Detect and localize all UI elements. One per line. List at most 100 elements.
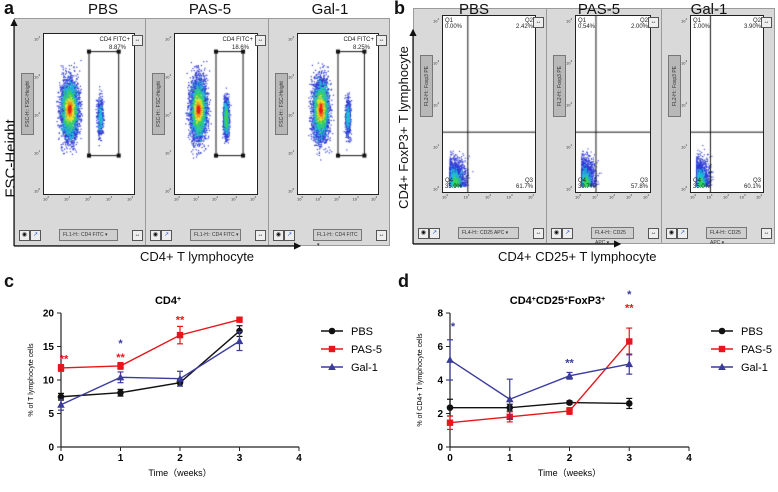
- y-channel-label[interactable]: FL2-H:: Foxp3 PE: [668, 55, 681, 117]
- y-channel-label-text: FSC-H:: FSC-Height: [278, 81, 285, 127]
- y-tick-label: 8: [437, 309, 443, 320]
- y-tick-base: 10: [566, 60, 571, 66]
- y-tick-exponent: 2: [292, 111, 295, 115]
- y-tick-base: 10: [165, 188, 170, 194]
- axis-settings-button[interactable]: ↔: [132, 230, 143, 241]
- y-channel-label-text: FSC-H:: FSC-Height: [24, 81, 31, 127]
- gate-tool-button[interactable]: ◉: [273, 230, 284, 241]
- y-channel-label[interactable]: FSC-H:: FSC-Height: [275, 73, 288, 135]
- x-tick-exponent: 3: [356, 195, 359, 199]
- zoom-tool-button[interactable]: ↗: [677, 228, 688, 239]
- y-tick-label: 6: [437, 342, 443, 353]
- y-tick-label: 0: [48, 443, 54, 454]
- x-tick-label: 0: [58, 453, 64, 464]
- y-tick-exponent: 3: [570, 59, 573, 63]
- x-tick-base: 10: [106, 196, 111, 202]
- axis-settings-button[interactable]: ↔: [255, 35, 266, 46]
- gate-tool-button[interactable]: ◉: [19, 230, 30, 241]
- panel-b-title-pas5: PAS-5: [577, 1, 621, 18]
- axis-settings-button[interactable]: ↔: [648, 228, 659, 239]
- y-tick-label: 104: [34, 35, 40, 41]
- legend-marker: [718, 327, 726, 335]
- legend-label-pbs: PBS: [741, 326, 763, 338]
- panel-a-title-pbs: PBS: [87, 1, 118, 18]
- zoom-tool-button[interactable]: ↗: [30, 230, 41, 241]
- axis-settings-button[interactable]: ↔: [533, 17, 544, 28]
- y-tick-label: 100: [566, 185, 572, 191]
- y-channel-label[interactable]: FL2-H:: Foxp3 PE: [420, 55, 433, 117]
- axis-settings-button[interactable]: ↔: [648, 17, 659, 28]
- gate-tool-button[interactable]: ◉: [666, 228, 677, 239]
- legend-marker: [328, 363, 336, 370]
- y-channel-label[interactable]: FSC-H:: FSC-Height: [152, 73, 165, 135]
- x-tick-label: 104: [756, 193, 762, 199]
- x-tick-label: 100: [297, 195, 303, 201]
- quadrant-q1-name: Q1: [578, 18, 587, 24]
- x-tick-label: 4: [686, 453, 692, 464]
- axis-settings-button[interactable]: ↔: [132, 35, 143, 46]
- axis-settings-button[interactable]: ↔: [255, 230, 266, 241]
- y-tick-label: 102: [34, 111, 40, 117]
- x-tick-label: 104: [250, 195, 256, 201]
- y-tick-exponent: 1: [169, 149, 172, 153]
- x-tick-label: 100: [575, 193, 581, 199]
- quadrant-q1-name: Q1: [693, 18, 702, 24]
- y-tick-base: 10: [165, 36, 170, 42]
- chart-title: CD4+CD25+FoxP3+: [510, 295, 605, 307]
- gate-tool-button[interactable]: ◉: [418, 228, 429, 239]
- x-channel-label[interactable]: FL4-H:: CD25 APC ▾: [458, 227, 519, 239]
- y-channel-label[interactable]: FL2-H:: Foxp3 PE: [553, 55, 566, 117]
- axis-settings-button[interactable]: ↔: [376, 230, 387, 241]
- x-tick-label: 100: [43, 195, 49, 201]
- x-channel-label[interactable]: FL1-H:: CD4 FITC ▾: [313, 229, 362, 248]
- x-tick-base: 10: [174, 196, 179, 202]
- quadrant-q1-label: Q1 0.54%: [578, 18, 595, 30]
- axis-settings-button[interactable]: ↔: [376, 35, 387, 46]
- dot-plot-area: CD4 FITC+ 8.87%: [43, 33, 135, 195]
- y-tick-base: 10: [433, 60, 438, 66]
- gate-percent: 18.6%: [231, 45, 249, 51]
- x-tick-label: 101: [707, 193, 713, 199]
- y-channel-label[interactable]: FSC-H:: FSC-Height: [21, 73, 34, 135]
- y-tick-label: 101: [165, 149, 171, 155]
- significance-marker: **: [176, 315, 185, 327]
- x-tick-label: 102: [334, 195, 340, 201]
- zoom-tool-button[interactable]: ↗: [161, 230, 172, 241]
- legend-label-gal-1: Gal-1: [741, 362, 768, 374]
- axis-settings-button[interactable]: ↔: [761, 17, 772, 28]
- x-channel-label[interactable]: FL1-H:: CD4 FITC ▾: [190, 229, 241, 241]
- x-tick-label: 102: [485, 193, 491, 199]
- x-tick-base: 10: [723, 194, 728, 200]
- y-tick-label: 100: [165, 187, 171, 193]
- y-tick-exponent: 0: [685, 185, 688, 189]
- quadrant-q3-label: Q3 61.7%: [516, 178, 533, 190]
- axis-settings-button[interactable]: ↔: [533, 228, 544, 239]
- y-tick-label: 102: [566, 101, 572, 107]
- quadrant-q2-name: Q2: [639, 18, 648, 24]
- y-tick-exponent: 1: [38, 149, 41, 153]
- x-tick-base: 10: [706, 194, 711, 200]
- x-tick-exponent: 4: [760, 193, 763, 197]
- zoom-tool-button[interactable]: ↗: [429, 228, 440, 239]
- significance-marker: **: [60, 354, 69, 366]
- zoom-tool-button[interactable]: ↗: [284, 230, 295, 241]
- chart-title-foxp3: FoxP3: [568, 295, 601, 307]
- flow-plot-pbs-cd4: FSC-H:: FSC-Height CD4 FITC+ 8.87% 100 101 10…: [14, 18, 146, 246]
- y-tick-exponent: 4: [169, 35, 172, 39]
- zoom-tool-button[interactable]: ↗: [562, 228, 573, 239]
- axis-settings-button[interactable]: ↔: [761, 228, 772, 239]
- y-tick-label: 103: [288, 73, 294, 79]
- gate-tool-button[interactable]: ◉: [551, 228, 562, 239]
- y-channel-label-text: FL2-H:: Foxp3 PE: [423, 65, 430, 107]
- y-tick-base: 10: [34, 74, 39, 80]
- x-channel-label[interactable]: FL4-H:: CD25 APC ▾: [706, 227, 747, 246]
- x-channel-label[interactable]: FL1-H:: CD4 FITC ▾: [59, 229, 118, 241]
- gate-name: CD4 FITC+: [343, 37, 374, 43]
- y-tick-exponent: 4: [38, 35, 41, 39]
- panel-a-title-pas5: PAS-5: [188, 1, 232, 18]
- quadrant-q4-label: Q4 39.7%: [578, 178, 595, 190]
- gate-percent: 8.25%: [352, 45, 370, 51]
- dot-plot-area: Q1 0.00% Q2 2.42% Q4 35.9% Q3 61.7%: [442, 15, 536, 193]
- x-channel-label[interactable]: FL4-H:: CD25 APC ▾: [591, 227, 634, 246]
- gate-tool-button[interactable]: ◉: [150, 230, 161, 241]
